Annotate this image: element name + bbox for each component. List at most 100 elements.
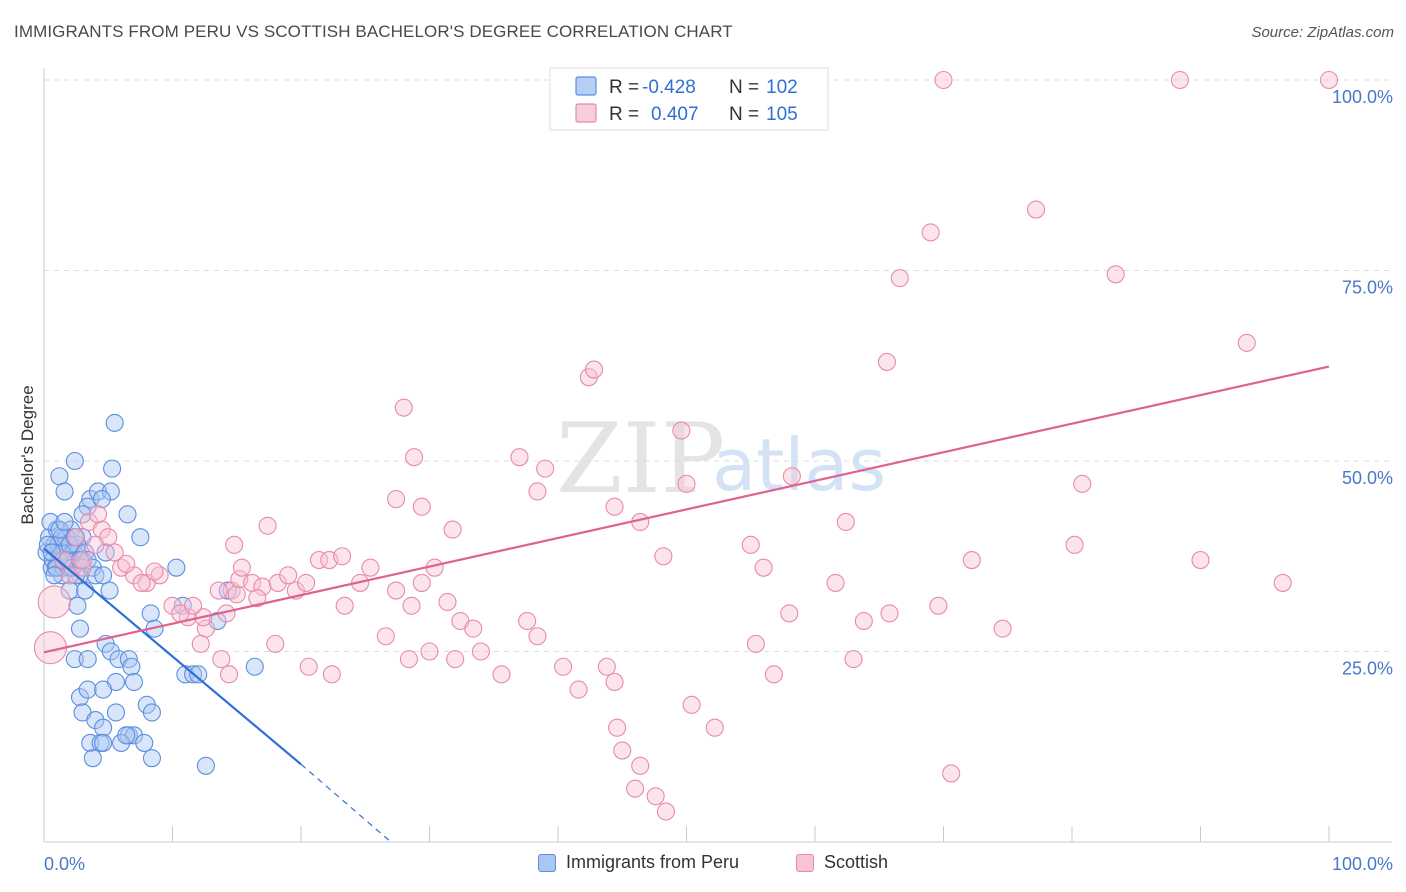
- gridlines: [44, 79, 1392, 652]
- pink-point: [212, 650, 231, 669]
- pink-point: [117, 554, 136, 573]
- pink-point: [1065, 535, 1084, 554]
- pink-point: [394, 398, 413, 417]
- pink-point: [446, 650, 465, 669]
- trend-lines: [43, 365, 1330, 843]
- blue-point: [92, 490, 111, 509]
- pink-point: [584, 360, 604, 379]
- blue-point: [135, 733, 154, 752]
- pink-point: [605, 497, 624, 516]
- blue-point: [94, 733, 113, 752]
- pink-point: [1106, 265, 1125, 284]
- watermark-zip: ZIP: [556, 403, 725, 515]
- pink-point: [877, 352, 897, 371]
- pink-point: [631, 756, 650, 775]
- pink-point: [934, 70, 953, 90]
- pink-point: [780, 604, 799, 623]
- pink-point: [412, 497, 431, 516]
- x-axis-ticks: [172, 826, 1330, 842]
- legend-label-peru: Immigrants from Peru: [566, 852, 740, 872]
- pink-point: [92, 520, 111, 539]
- legend-n-label-blue: N =: [729, 77, 759, 98]
- series-immigrants-from-peru: [37, 413, 264, 775]
- blue-point: [70, 688, 90, 707]
- blue-point: [142, 703, 161, 722]
- legend-swatch-scottish: [796, 853, 814, 872]
- blue-point: [100, 581, 119, 600]
- pink-point: [1237, 333, 1256, 352]
- stats-legend: R = -0.428 N = 102 R = 0.407 N = 105: [549, 67, 829, 131]
- pink-point: [1273, 573, 1292, 592]
- pink-point: [929, 596, 948, 615]
- blue-point: [189, 665, 208, 684]
- pink-point: [597, 657, 616, 676]
- legend-label-scottish: Scottish: [824, 852, 889, 872]
- legend-swatch-pink: [575, 103, 597, 123]
- blue-point: [83, 749, 102, 768]
- pink-point: [569, 680, 588, 699]
- pink-point: [464, 619, 483, 638]
- blue-point: [122, 657, 141, 676]
- pink-point: [299, 657, 318, 676]
- blue-point: [65, 451, 84, 471]
- pink-point: [73, 558, 92, 577]
- legend-swatch-blue: [575, 76, 597, 96]
- legend-n-value-pink: 105: [766, 104, 798, 125]
- pink-point: [608, 718, 627, 737]
- pink-point: [993, 619, 1012, 638]
- chart-title: IMMIGRANTS FROM PERU VS SCOTTISH BACHELO…: [14, 22, 733, 41]
- blue-point: [142, 749, 161, 768]
- pink-point: [405, 448, 424, 467]
- blue-point: [141, 604, 160, 623]
- legend-item-immigrants-from-peru: Immigrants from Peru: [538, 852, 739, 873]
- pink-point: [1170, 70, 1189, 90]
- blue-point: [78, 680, 97, 699]
- pink-point: [746, 634, 765, 653]
- pink-point: [921, 223, 940, 242]
- source-credit: Source: ZipAtlas.com: [1251, 24, 1394, 41]
- pink-point: [248, 589, 267, 608]
- blue-point: [103, 459, 122, 478]
- pink-point: [438, 592, 457, 612]
- pink-point: [613, 741, 632, 760]
- x-tick-label-min: 0.0%: [44, 854, 85, 874]
- y-tick-label-100: 100.0%: [1332, 87, 1393, 107]
- pink-point: [225, 535, 244, 554]
- pink-point: [754, 558, 773, 577]
- blue-point: [117, 726, 136, 745]
- pink-point: [412, 573, 431, 592]
- pink-point: [646, 787, 665, 806]
- pink-point: [309, 551, 329, 570]
- blue-point: [86, 711, 105, 730]
- blue-point: [73, 505, 92, 524]
- blue-point: [65, 650, 84, 669]
- pink-point: [253, 577, 272, 596]
- pink-point: [782, 467, 801, 486]
- pink-point: [1319, 70, 1339, 90]
- pink-point: [492, 665, 511, 684]
- pink-point: [67, 528, 86, 547]
- pink-point: [443, 520, 462, 539]
- blue-point: [94, 566, 113, 585]
- pink-point: [145, 562, 164, 581]
- blue-point: [124, 672, 143, 692]
- pink-point: [836, 512, 855, 532]
- y-tick-labels: 25.0% 50.0% 75.0% 100.0%: [1332, 87, 1393, 679]
- legend-r-value-pink: 0.407: [651, 104, 699, 125]
- blue-point: [68, 596, 87, 615]
- x-tick-label-max: 100.0%: [1332, 854, 1393, 874]
- blue-point: [101, 642, 120, 661]
- pink-point: [266, 634, 285, 653]
- pink-point: [705, 718, 724, 737]
- pink-point: [741, 535, 760, 554]
- pink-point: [219, 665, 239, 684]
- pink-point: [132, 573, 151, 592]
- pink-point: [232, 558, 251, 577]
- legend-r-label-blue: R =: [609, 77, 639, 98]
- blue-point: [70, 619, 90, 638]
- pink-point: [962, 551, 981, 570]
- pink-point: [654, 547, 673, 566]
- pink-point: [297, 573, 316, 592]
- pink-point: [1073, 474, 1092, 493]
